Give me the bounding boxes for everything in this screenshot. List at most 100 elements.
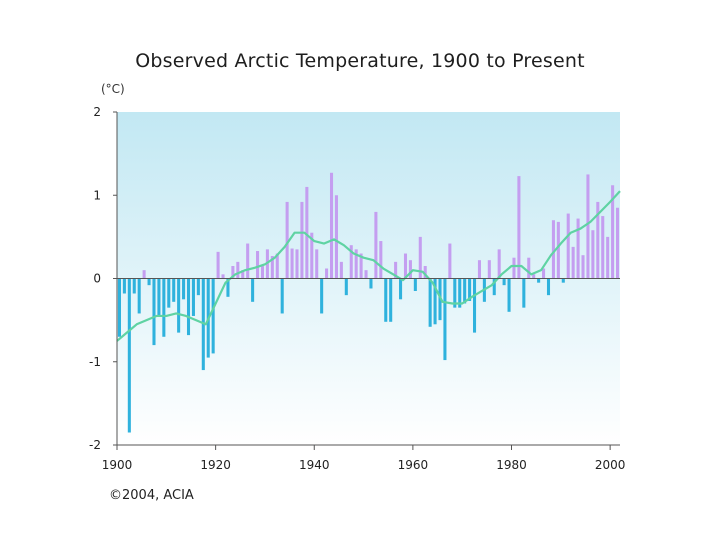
bar-1901 xyxy=(122,278,126,294)
bar-1928 xyxy=(256,251,260,279)
bar-1936 xyxy=(295,249,299,279)
bar-1937 xyxy=(300,201,304,279)
bar-1988 xyxy=(551,220,555,279)
bar-1943 xyxy=(329,172,334,279)
bar-1935 xyxy=(290,248,294,279)
y-tick-label: 2 xyxy=(93,105,101,119)
bar-1929 xyxy=(260,266,265,279)
bar-1998 xyxy=(601,216,605,279)
bar-2000 xyxy=(611,185,615,279)
bar-1963 xyxy=(428,278,432,327)
bar-1957 xyxy=(399,278,403,300)
bar-1931 xyxy=(270,256,274,279)
bar-1979 xyxy=(507,278,511,312)
bar-1955 xyxy=(389,278,393,322)
bar-1989 xyxy=(556,221,560,279)
bar-1981 xyxy=(517,176,521,279)
bar-1953 xyxy=(379,241,383,279)
bar-2001 xyxy=(616,207,620,279)
y-tick-label: 0 xyxy=(93,272,101,286)
bar-1916 xyxy=(196,278,200,296)
x-tick-label: 1900 xyxy=(102,458,133,472)
bar-1923 xyxy=(231,266,235,279)
bar-1956 xyxy=(394,261,398,279)
bar-1920 xyxy=(216,251,220,279)
bar-1945 xyxy=(339,261,343,279)
bar-1905 xyxy=(142,270,146,279)
bar-1986 xyxy=(542,268,546,279)
bar-1970 xyxy=(463,278,467,304)
y-tick-label: -1 xyxy=(89,355,101,369)
bar-1994 xyxy=(581,255,585,279)
bar-1952 xyxy=(374,211,378,279)
bar-1915 xyxy=(191,278,195,316)
bar-1966 xyxy=(443,278,447,361)
bar-1939 xyxy=(310,232,314,279)
bar-1914 xyxy=(186,278,191,336)
bar-1912 xyxy=(177,278,181,333)
bar-1967 xyxy=(448,243,452,279)
bar-1969 xyxy=(458,278,462,308)
bar-1951 xyxy=(369,278,373,289)
bar-1910 xyxy=(167,278,171,308)
bar-1975 xyxy=(487,260,491,279)
bar-1959 xyxy=(408,260,412,279)
bar-1948 xyxy=(354,249,358,279)
bar-1906 xyxy=(147,278,151,286)
x-tick-label: 1940 xyxy=(299,458,330,472)
bar-1983 xyxy=(527,257,531,279)
bar-1909 xyxy=(162,278,166,337)
x-tick-label: 2000 xyxy=(595,458,626,472)
bar-1968 xyxy=(453,278,457,308)
bar-1949 xyxy=(359,253,363,279)
bar-1947 xyxy=(349,245,353,279)
bar-1984 xyxy=(532,274,536,279)
copyright-note: ©2004, ACIA xyxy=(109,488,194,503)
bar-1908 xyxy=(157,278,161,316)
trend-line-group xyxy=(116,190,621,342)
y-axis-unit-label: (°C) xyxy=(101,82,125,96)
chart-title: Observed Arctic Temperature, 1900 to Pre… xyxy=(135,50,585,72)
bar-1993 xyxy=(576,218,580,279)
bar-1938 xyxy=(305,186,309,279)
bar-1971 xyxy=(468,278,472,301)
bar-1985 xyxy=(537,278,541,283)
bar-1927 xyxy=(251,278,255,302)
x-tick-label: 1960 xyxy=(398,458,429,472)
bar-1924 xyxy=(236,261,240,279)
bar-1996 xyxy=(591,230,595,279)
bar-1980 xyxy=(512,257,516,279)
bar-1907 xyxy=(152,278,156,346)
bar-1942 xyxy=(325,268,329,279)
bar-1964 xyxy=(433,278,437,325)
trend-line xyxy=(116,190,621,342)
bar-1903 xyxy=(132,278,136,294)
bar-1913 xyxy=(182,278,186,300)
bar-1982 xyxy=(522,278,526,308)
bar-1922 xyxy=(226,278,230,297)
bar-1990 xyxy=(561,278,565,283)
bar-1944 xyxy=(334,195,338,279)
bar-1946 xyxy=(344,278,348,296)
bar-1976 xyxy=(492,278,496,296)
bar-1997 xyxy=(596,201,600,279)
bar-1978 xyxy=(502,278,506,286)
bar-1940 xyxy=(315,249,319,279)
bar-1919 xyxy=(211,278,215,354)
x-tick-label: 1980 xyxy=(496,458,527,472)
bar-1950 xyxy=(364,270,368,279)
bar-1911 xyxy=(172,278,176,302)
bar-1972 xyxy=(473,278,477,333)
axes-group xyxy=(113,111,620,450)
bar-1921 xyxy=(221,274,225,279)
bar-1999 xyxy=(606,236,610,279)
bar-1987 xyxy=(546,278,551,296)
bar-1934 xyxy=(285,201,289,279)
bar-1958 xyxy=(403,253,408,279)
bar-1925 xyxy=(241,270,245,279)
bar-1962 xyxy=(423,266,427,279)
bar-1991 xyxy=(566,213,570,279)
bar-1992 xyxy=(571,246,575,279)
